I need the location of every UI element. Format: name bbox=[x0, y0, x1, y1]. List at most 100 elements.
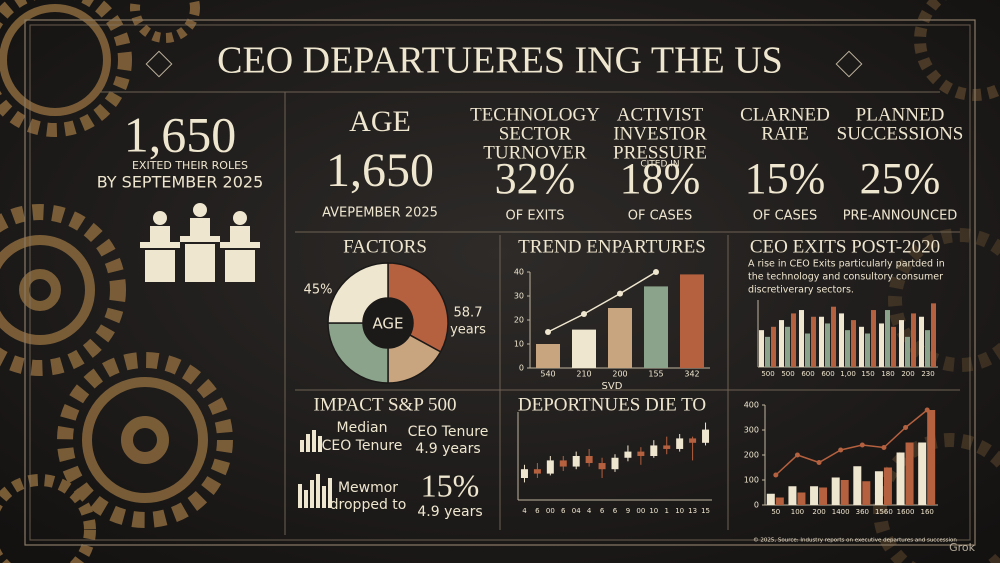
candle-body bbox=[520, 469, 528, 478]
bar bbox=[771, 326, 776, 367]
section-title: IMPACT S&P 500 bbox=[314, 394, 457, 415]
x-tick-label: 200 bbox=[612, 370, 627, 379]
section-title: TREND ENPARTURES bbox=[518, 236, 706, 257]
donut-label: years bbox=[450, 323, 486, 338]
stat-caption: OF EXITS bbox=[506, 209, 565, 224]
stat-title: CLARNED bbox=[740, 104, 830, 125]
x-tick-label: 1600 bbox=[897, 508, 915, 516]
stat-caption: PRE-ANNOUNCED bbox=[843, 209, 958, 224]
bar bbox=[891, 326, 896, 367]
trend-line bbox=[775, 409, 928, 476]
bar bbox=[845, 330, 850, 367]
bar bbox=[644, 286, 668, 368]
x-tick-label: 155 bbox=[648, 370, 663, 379]
y-tick-label: 400 bbox=[744, 401, 759, 410]
bar bbox=[840, 480, 849, 505]
x-tick-label: 1 bbox=[664, 507, 668, 515]
x-tick-label: 500 bbox=[781, 370, 794, 378]
headline-line: EXITED THEIR ROLES bbox=[132, 159, 248, 172]
x-tick-label: 342 bbox=[684, 370, 699, 379]
bar bbox=[766, 493, 775, 505]
stat-caption: AVEPEMBER 2025 bbox=[322, 206, 438, 221]
bar bbox=[905, 442, 914, 505]
bar bbox=[608, 308, 632, 368]
x-tick-label: 04 bbox=[572, 507, 581, 515]
x-tick-label: 100 bbox=[791, 508, 804, 516]
bar bbox=[865, 333, 870, 367]
x-tick-label: 540 bbox=[540, 370, 555, 379]
candle-body bbox=[689, 438, 697, 443]
x-tick-label: 1,00 bbox=[840, 370, 856, 378]
x-tick-label: 6 bbox=[600, 507, 605, 515]
stat-value: 25% bbox=[860, 154, 941, 203]
bar bbox=[811, 316, 816, 367]
stat-title: INVESTOR bbox=[613, 123, 707, 144]
x-tick-label: 1400 bbox=[832, 508, 850, 516]
y-tick-label: 0 bbox=[519, 364, 524, 373]
x-axis-label: SVD bbox=[602, 381, 623, 392]
bar bbox=[896, 452, 905, 505]
trend-line bbox=[547, 271, 657, 333]
stat-caption: OF CASES bbox=[753, 209, 818, 224]
impact-value: 15% bbox=[421, 467, 480, 503]
section-title: CEO EXITS POST-2020 bbox=[750, 236, 940, 257]
bar bbox=[831, 306, 836, 367]
stat-title: TECHNOLOGY bbox=[470, 104, 600, 125]
impact-label: dropped to bbox=[330, 497, 407, 513]
bar bbox=[825, 323, 830, 367]
headline-value: 1,650 bbox=[124, 106, 237, 162]
bar bbox=[819, 487, 828, 505]
stat-title: TURNOVER bbox=[483, 142, 587, 163]
donut-hole bbox=[363, 298, 413, 348]
x-tick-label: 15 bbox=[701, 507, 710, 515]
bar bbox=[911, 313, 916, 367]
donut-center-label: AGE bbox=[372, 315, 403, 333]
bar bbox=[819, 316, 824, 367]
bar bbox=[905, 336, 910, 367]
candle-body bbox=[559, 460, 567, 467]
x-tick-label: 00 bbox=[546, 507, 555, 515]
x-tick-label: 13 bbox=[688, 507, 697, 515]
bar bbox=[572, 329, 596, 368]
x-tick-label: 4 bbox=[587, 507, 592, 515]
candle-body bbox=[611, 457, 619, 470]
stat-title: AGE bbox=[349, 105, 411, 138]
bar bbox=[931, 303, 936, 367]
candle-body bbox=[598, 463, 606, 470]
candle-body bbox=[624, 451, 632, 458]
footnote: © 2025, Source: Industry reports on exec… bbox=[753, 537, 957, 544]
bar bbox=[899, 320, 904, 367]
x-tick-label: 10 bbox=[675, 507, 684, 515]
bar bbox=[871, 310, 876, 367]
y-tick-label: 30 bbox=[514, 292, 524, 301]
stat-title: ACTIVIST bbox=[617, 104, 704, 125]
x-tick-label: 4 bbox=[522, 507, 527, 515]
x-tick-label: 600 bbox=[821, 370, 834, 378]
x-tick-label: 360 bbox=[856, 508, 869, 516]
impact-value: 4.9 years bbox=[415, 441, 480, 457]
bar bbox=[797, 492, 806, 505]
candle-body bbox=[650, 445, 658, 456]
y-tick-label: 20 bbox=[514, 316, 524, 325]
candle-body bbox=[676, 438, 684, 449]
y-tick-label: 100 bbox=[744, 476, 759, 485]
bar bbox=[759, 330, 764, 367]
x-tick-label: 6 bbox=[535, 507, 540, 515]
section-title: FACTORS bbox=[343, 236, 427, 257]
podium-icon bbox=[140, 203, 260, 282]
bar bbox=[879, 323, 884, 367]
subtitle: the technology and consultory consumer bbox=[748, 272, 943, 283]
donut-label: 58.7 bbox=[454, 306, 483, 321]
bar bbox=[765, 336, 770, 367]
y-tick-label: 200 bbox=[744, 451, 759, 460]
bar bbox=[885, 310, 890, 367]
title: CEO DEPARTUERES ING THE US bbox=[217, 40, 783, 82]
stat-value: 32% bbox=[495, 154, 576, 203]
bar bbox=[775, 497, 784, 505]
y-tick-label: 300 bbox=[744, 426, 759, 435]
stat-title: SECTOR bbox=[499, 123, 572, 144]
candle-body bbox=[637, 451, 645, 456]
candle-body bbox=[663, 445, 671, 449]
candle-body bbox=[533, 469, 541, 474]
section-title: DEPORTNUES DIE TO bbox=[518, 394, 706, 415]
